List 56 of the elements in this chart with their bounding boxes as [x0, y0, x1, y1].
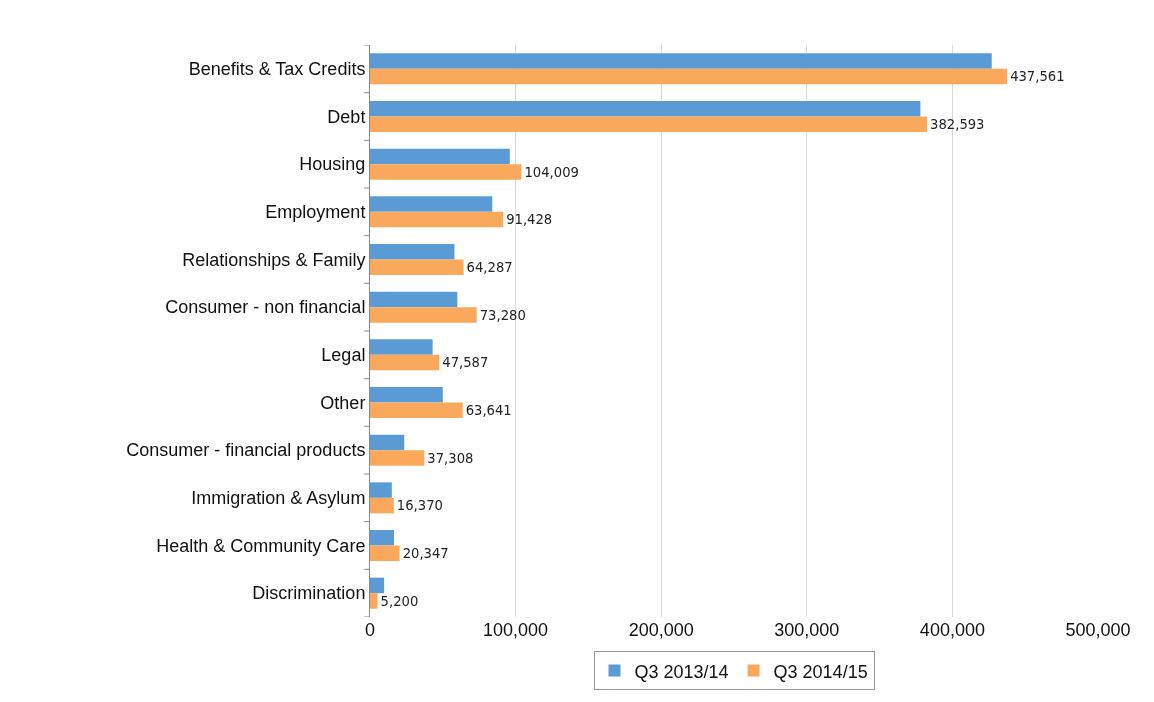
- y-tick-label: Employment: [265, 202, 366, 223]
- y-tick-label: Immigration & Asylum: [191, 488, 366, 509]
- data-label: 5,200: [380, 593, 419, 609]
- y-tick-label: Consumer - financial products: [126, 440, 366, 461]
- data-label: 47,587: [442, 355, 489, 371]
- bar: [370, 53, 992, 69]
- bar: [370, 339, 433, 355]
- bar: [370, 211, 504, 228]
- data-label: 20,347: [402, 545, 449, 561]
- data-label: 64,287: [466, 259, 513, 275]
- data-label: 91,428: [506, 212, 553, 228]
- x-tick-label: 500,000: [1065, 620, 1131, 640]
- x-tick-label: 400,000: [919, 620, 985, 640]
- bar: [370, 259, 464, 275]
- data-label: 63,641: [465, 402, 512, 418]
- bar: [370, 354, 440, 371]
- bar: [370, 450, 425, 466]
- bar: [370, 482, 392, 498]
- bar: [370, 101, 921, 117]
- y-tick-label: Relationships & Family: [182, 249, 366, 270]
- bar: [370, 545, 400, 561]
- bar: [370, 434, 405, 451]
- bar: [370, 164, 522, 180]
- legend-label: Q3 2014/15: [773, 661, 868, 682]
- bar: [370, 402, 463, 418]
- x-tick-label: 0: [364, 620, 376, 640]
- data-label: 16,370: [396, 498, 443, 514]
- bar: [370, 577, 385, 594]
- y-tick-label: Housing: [299, 154, 366, 175]
- x-tick-label: 100,000: [483, 620, 549, 640]
- bar: [370, 291, 458, 308]
- bar: [370, 68, 1008, 85]
- data-label: 104,009: [524, 164, 579, 180]
- y-tick-label: Health & Community Care: [156, 535, 366, 556]
- y-tick-label: Benefits & Tax Credits: [188, 59, 366, 80]
- y-tick-label: Discrimination: [252, 583, 366, 604]
- x-tick-label: 200,000: [628, 620, 694, 640]
- bar: [370, 244, 455, 260]
- bar: [370, 530, 395, 546]
- bar: [370, 387, 443, 403]
- x-tick-label: 300,000: [774, 620, 840, 640]
- bar: [370, 116, 928, 132]
- bar: [370, 196, 493, 212]
- y-tick-label: Legal: [321, 345, 366, 366]
- data-label: 73,280: [479, 307, 526, 323]
- data-label: 382,593: [930, 116, 985, 132]
- legend-label: Q3 2013/14: [634, 661, 729, 682]
- bar: [370, 593, 378, 609]
- y-tick-label: Other: [320, 392, 366, 413]
- y-tick-label: Debt: [327, 106, 366, 127]
- data-label: 437,561: [1010, 69, 1065, 85]
- bar: [370, 307, 477, 323]
- bar: [370, 148, 510, 165]
- bar: [370, 497, 394, 514]
- data-label: 37,308: [427, 450, 474, 466]
- y-tick-label: Consumer - non financial: [165, 297, 366, 318]
